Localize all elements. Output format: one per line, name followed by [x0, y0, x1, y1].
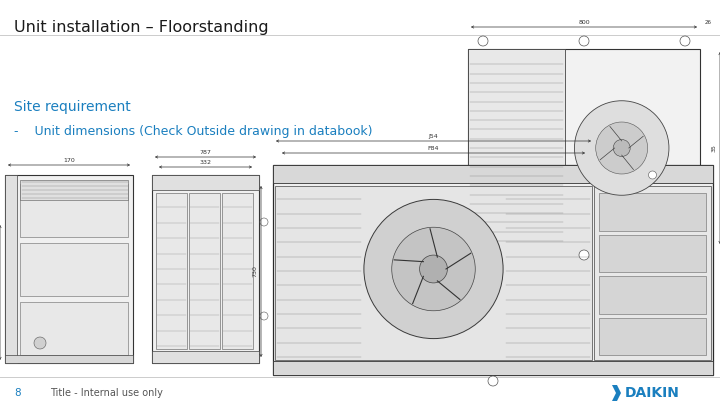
Circle shape: [420, 255, 447, 283]
Bar: [20, 180, 128, 200]
Bar: [273, 361, 713, 375]
Text: J54: J54: [428, 134, 438, 139]
Bar: [156, 193, 187, 349]
Circle shape: [34, 337, 46, 349]
Bar: [599, 234, 706, 272]
Bar: [5, 355, 133, 363]
Circle shape: [478, 36, 488, 46]
Bar: [273, 165, 713, 183]
Bar: [152, 175, 259, 363]
Bar: [599, 318, 706, 355]
Text: F84: F84: [428, 146, 439, 151]
Polygon shape: [612, 385, 621, 401]
Text: -    Unit dimensions (Check Outside drawing in databook): - Unit dimensions (Check Outside drawing…: [14, 125, 372, 138]
Bar: [468, 49, 565, 247]
Bar: [189, 193, 220, 349]
Bar: [468, 49, 700, 247]
Text: DAIKIN: DAIKIN: [625, 386, 680, 400]
Circle shape: [260, 312, 268, 320]
Text: 787: 787: [199, 150, 212, 155]
Text: Site requirement: Site requirement: [14, 100, 131, 114]
Text: 170: 170: [63, 158, 75, 163]
Bar: [275, 186, 592, 360]
Bar: [152, 351, 259, 363]
Circle shape: [579, 250, 589, 260]
Circle shape: [392, 227, 475, 311]
Bar: [599, 193, 706, 230]
Bar: [594, 186, 711, 360]
Text: 730: 730: [252, 266, 257, 277]
Circle shape: [260, 218, 268, 226]
Circle shape: [680, 36, 690, 46]
Bar: [20, 243, 128, 296]
Text: 26: 26: [705, 20, 712, 25]
Circle shape: [649, 171, 657, 179]
Bar: [273, 165, 713, 375]
Text: Title - Internal use only: Title - Internal use only: [50, 388, 163, 398]
Circle shape: [595, 122, 648, 174]
Circle shape: [488, 376, 498, 386]
Bar: [20, 184, 128, 237]
Bar: [5, 175, 133, 363]
Circle shape: [613, 139, 630, 156]
Text: Unit installation – Floorstanding: Unit installation – Floorstanding: [14, 20, 269, 35]
Bar: [5, 175, 17, 363]
Circle shape: [364, 199, 503, 339]
Bar: [222, 193, 253, 349]
Bar: [20, 302, 128, 355]
Text: 800: 800: [578, 20, 590, 25]
Text: 35: 35: [712, 144, 717, 152]
Bar: [599, 276, 706, 313]
Bar: [152, 175, 259, 190]
Text: 332: 332: [199, 160, 212, 165]
Text: 8: 8: [14, 388, 21, 398]
Circle shape: [575, 101, 669, 195]
Circle shape: [579, 36, 589, 46]
